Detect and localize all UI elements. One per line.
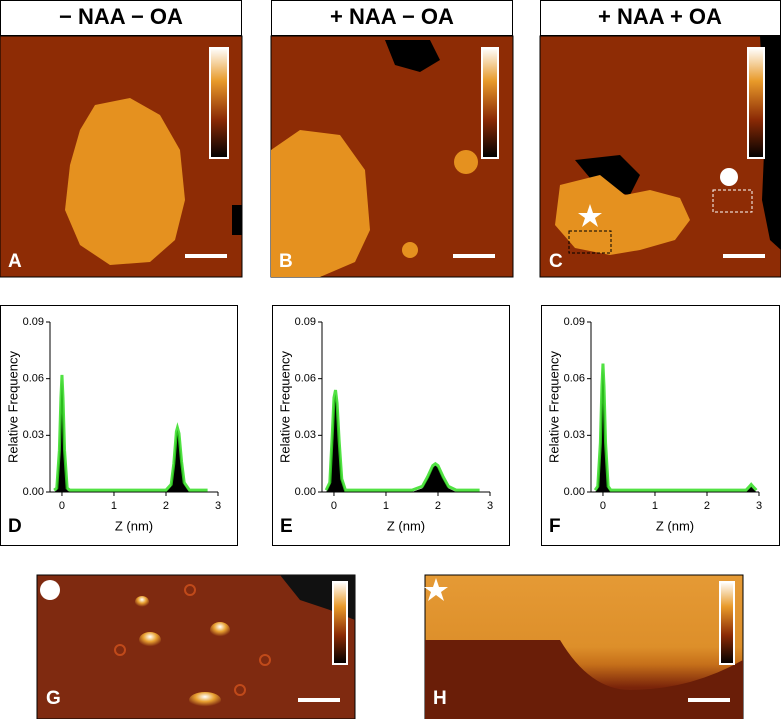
afm-image: [36, 574, 356, 720]
x-tick-label: 0: [600, 500, 606, 512]
x-tick-label: 3: [756, 500, 762, 512]
panel-label: B: [279, 251, 293, 272]
panel-label: C: [549, 251, 563, 272]
x-axis-label: Z (nm): [656, 518, 694, 533]
afm-image: [0, 35, 243, 278]
x-tick-label: 0: [59, 500, 65, 512]
y-tick-label: 0.06: [564, 373, 585, 385]
x-tick-label: 3: [215, 500, 221, 512]
panel-label: F: [549, 516, 561, 537]
x-tick-label: 2: [163, 500, 169, 512]
y-tick-label: 0.03: [564, 429, 585, 441]
x-tick-label: 2: [435, 500, 441, 512]
y-axis-label: Relative Frequency: [546, 351, 561, 463]
title-boxes: [0, 0, 781, 36]
x-tick-label: 2: [704, 500, 710, 512]
y-tick-label: 0.06: [295, 373, 316, 385]
panel-title: + NAA − OA: [330, 4, 454, 29]
x-tick-label: 1: [652, 500, 658, 512]
panel-label: A: [8, 251, 22, 272]
panel-label: H: [433, 688, 447, 709]
plot-frames: [0, 305, 780, 546]
x-tick-label: 1: [111, 500, 117, 512]
y-tick-label: 0.00: [23, 486, 44, 498]
panel-label: G: [46, 688, 61, 709]
x-tick-label: 0: [331, 500, 337, 512]
y-axis-label: Relative Frequency: [5, 351, 20, 463]
panel-title: − NAA − OA: [59, 4, 183, 29]
panel-label: D: [8, 516, 22, 537]
fit-line: [593, 363, 758, 492]
panel-label: E: [280, 516, 293, 537]
afm-image: [539, 35, 781, 278]
y-tick-label: 0.09: [564, 316, 585, 328]
x-tick-label: 3: [487, 500, 493, 512]
x-tick-label: 1: [383, 500, 389, 512]
y-tick-label: 0.00: [295, 486, 316, 498]
y-tick-label: 0.00: [564, 486, 585, 498]
fit-line: [53, 374, 208, 492]
afm-image: [424, 574, 744, 720]
y-tick-label: 0.06: [23, 373, 44, 385]
y-tick-label: 0.03: [295, 429, 316, 441]
y-tick-label: 0.09: [295, 316, 316, 328]
y-axis-label: Relative Frequency: [277, 351, 292, 463]
panel-title: + NAA + OA: [598, 4, 722, 29]
fit-line: [324, 389, 480, 492]
afm-image: [270, 35, 514, 278]
x-axis-label: Z (nm): [115, 518, 153, 533]
x-axis-label: Z (nm): [387, 518, 425, 533]
y-tick-label: 0.03: [23, 429, 44, 441]
y-tick-label: 0.09: [23, 316, 44, 328]
